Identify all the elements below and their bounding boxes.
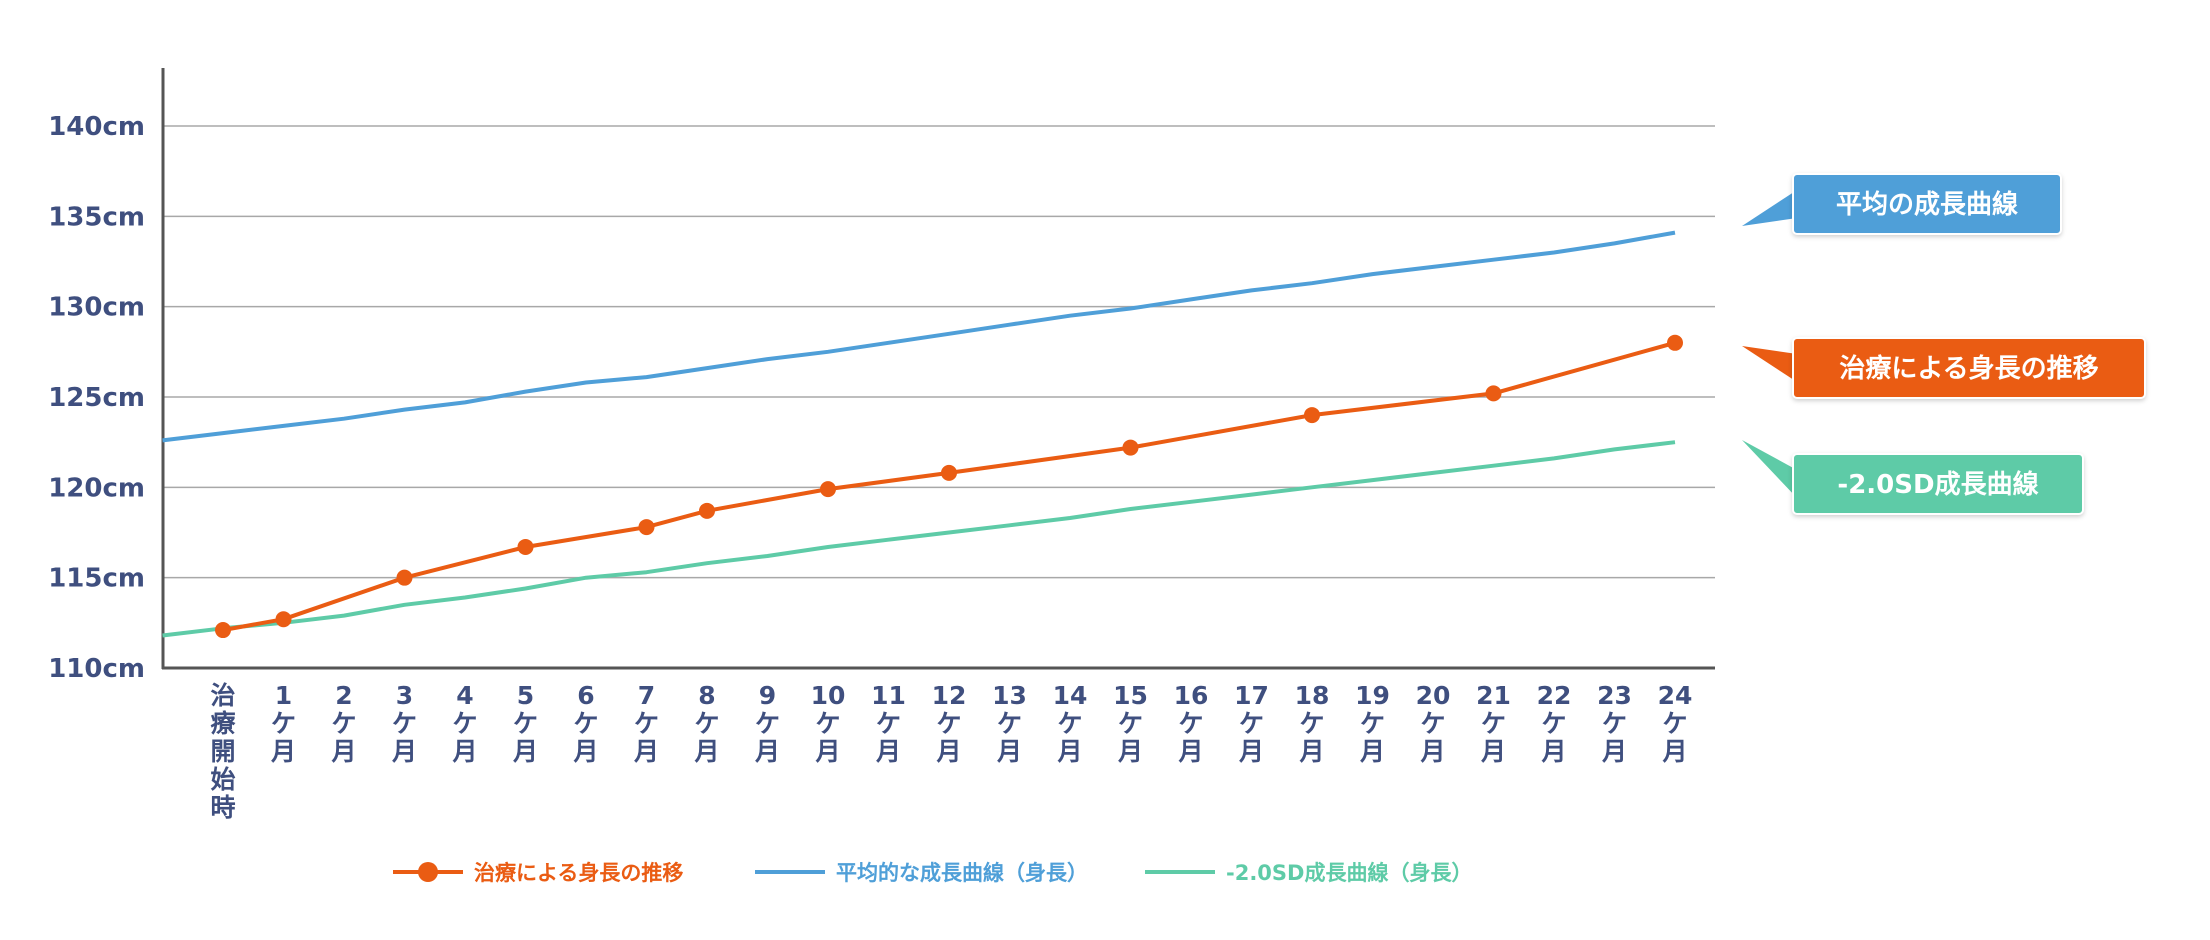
x-tick-label: 8 ケ月 [693, 681, 719, 766]
x-tick-label: 治療開始時 [210, 681, 235, 822]
data-point [275, 611, 292, 628]
data-point [699, 502, 715, 519]
data-point [396, 569, 413, 586]
callout-0: 平均の成長曲線 [1742, 173, 2062, 235]
x-tick-label: 12 ケ月 [932, 681, 967, 766]
x-tick-label: 22 ケ月 [1537, 681, 1572, 766]
series-line-1 [162, 440, 1676, 638]
callout-box [1792, 453, 2084, 515]
legend-item-1: 平均的な成長曲線（身長） [755, 861, 1088, 885]
x-tick-label: 19 ケ月 [1355, 681, 1390, 766]
data-point [215, 622, 231, 639]
x-tick-label: 11 ケ月 [871, 681, 906, 766]
x-tick-label: 5 ケ月 [512, 681, 538, 766]
x-tick-label: 7 ケ月 [633, 681, 659, 766]
x-tick-label: 17 ケ月 [1234, 681, 1269, 766]
data-point [941, 464, 957, 481]
x-tick-label: 3 ケ月 [391, 681, 417, 766]
callout-text: 平均の成長曲線 [1836, 189, 2018, 220]
callout-text: -2.0SD成長曲線 [1837, 469, 2038, 500]
data-point [820, 481, 836, 498]
data-point [1485, 385, 1502, 402]
y-tick-label: 120cm [48, 473, 145, 503]
data-point [1122, 439, 1139, 456]
x-tick-label: 23 ケ月 [1597, 681, 1632, 766]
callout-box [1792, 337, 2146, 399]
data-point [638, 519, 655, 536]
legend-item-0: 治療による身長の推移 [393, 861, 683, 885]
legend-label: -2.0SD成長曲線（身長） [1226, 861, 1472, 885]
callout-pointer [1742, 346, 1797, 382]
y-tick-label: 135cm [48, 202, 145, 232]
x-tick-label: 20 ケ月 [1416, 681, 1451, 766]
y-tick-label: 130cm [48, 293, 145, 323]
callout-1: 治療による身長の推移 [1742, 337, 2146, 399]
x-tick-label: 24 ケ月 [1658, 681, 1693, 766]
callout-box [1792, 173, 2062, 235]
y-tick-label: 110cm [48, 654, 145, 684]
x-tick-label: 10 ケ月 [811, 681, 846, 766]
x-tick-label: 1 ケ月 [270, 681, 296, 766]
x-tick-label: 18 ケ月 [1295, 681, 1330, 766]
y-tick-label: 125cm [48, 383, 145, 413]
x-tick-label: 21 ケ月 [1476, 681, 1511, 766]
callout-2: -2.0SD成長曲線 [1742, 440, 2084, 515]
legend-item-2: -2.0SD成長曲線（身長） [1145, 861, 1472, 885]
callout-text: 治療による身長の推移 [1839, 353, 2098, 384]
x-tick-label: 2 ケ月 [330, 681, 356, 766]
data-point [1304, 407, 1320, 424]
legend-label: 治療による身長の推移 [474, 861, 683, 885]
callout-pointer [1742, 440, 1797, 498]
data-point [517, 538, 534, 555]
series-line-2 [222, 340, 1676, 633]
legend-label: 平均的な成長曲線（身長） [836, 861, 1088, 885]
legend-marker [418, 862, 438, 882]
data-point [1667, 334, 1683, 351]
x-tick-label: 16 ケ月 [1174, 681, 1209, 766]
x-tick-label: 15 ケ月 [1113, 681, 1148, 766]
x-tick-label: 14 ケ月 [1053, 681, 1088, 766]
x-tick-label: 13 ケ月 [992, 681, 1027, 766]
y-tick-label: 115cm [48, 564, 145, 594]
x-tick-label: 4 ケ月 [451, 681, 477, 766]
y-tick-label: 140cm [48, 112, 145, 142]
x-tick-label: 9 ケ月 [754, 681, 780, 766]
callout-pointer [1742, 190, 1797, 226]
series-line-0 [162, 230, 1676, 443]
x-tick-label: 6 ケ月 [572, 681, 598, 766]
